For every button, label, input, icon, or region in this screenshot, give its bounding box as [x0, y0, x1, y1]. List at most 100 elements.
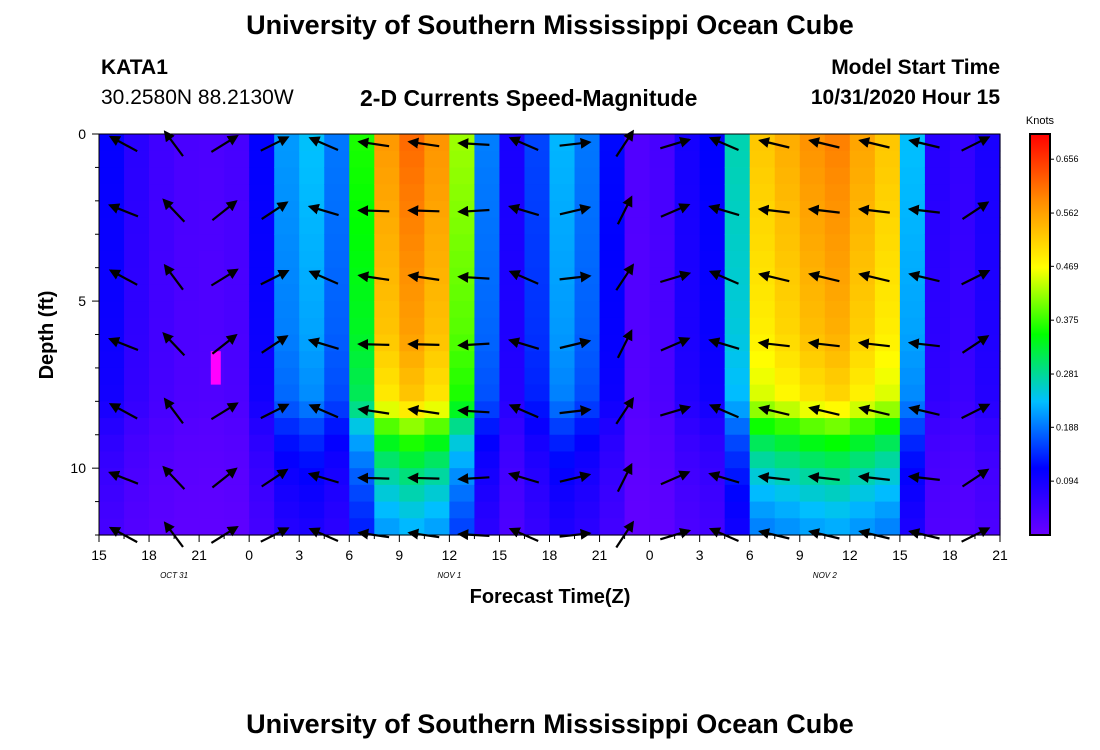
heatmap-cell [224, 284, 250, 302]
current-arrow [108, 203, 139, 218]
heatmap-cell [849, 434, 876, 453]
heatmap-cell [824, 334, 851, 352]
heatmap-cell [199, 184, 225, 202]
heatmap-cell [599, 518, 626, 536]
heatmap-cell [399, 317, 425, 336]
heatmap-cell [824, 317, 851, 336]
heatmap-cell [249, 401, 275, 419]
heatmap-cell [699, 301, 726, 319]
heatmap-cell [574, 217, 601, 235]
heatmap-cell [99, 184, 125, 202]
heatmap-cell [299, 384, 325, 402]
current-arrow [757, 338, 790, 350]
heatmap-cell [599, 351, 626, 369]
heatmap-cell [99, 284, 125, 302]
heatmap-cell [749, 284, 776, 302]
current-arrow [307, 203, 339, 217]
heatmap-cell [424, 434, 450, 453]
heatmap-cell [874, 351, 901, 369]
heatmap-cell [899, 434, 926, 453]
heatmap-cell [599, 284, 626, 302]
current-arrow [407, 205, 440, 217]
heatmap-cell [449, 351, 476, 369]
heatmap-cell [799, 317, 826, 336]
heatmap-cell [899, 418, 926, 436]
heatmap-cell [224, 367, 250, 386]
heatmap-cell [674, 384, 701, 402]
date-label: OCT 31 [160, 571, 188, 580]
current-arrow [307, 471, 339, 484]
colorbar-tick-label: 0.375 [1056, 315, 1079, 325]
heatmap-cell [799, 184, 826, 202]
heatmap-cell [824, 234, 851, 252]
heatmap-cell [424, 134, 450, 152]
current-arrow [163, 397, 184, 425]
heatmap-cell [174, 301, 200, 319]
heatmap-cell [949, 134, 976, 152]
heatmap-cell [699, 234, 726, 252]
heatmap-cell [749, 250, 776, 269]
current-arrow [807, 204, 840, 216]
heatmap-cell [474, 267, 501, 285]
colorbar-tick-label: 0.656 [1056, 154, 1079, 164]
heatmap-cell [149, 200, 175, 219]
heatmap-cell [624, 301, 651, 319]
heatmap-cell [499, 301, 526, 319]
heatmap-cell [274, 184, 300, 202]
heatmap-cell [124, 518, 150, 536]
heatmap-cell [249, 384, 275, 402]
heatmap-cell [324, 317, 350, 336]
heatmap-cell [349, 184, 375, 202]
heatmap-cell [549, 184, 576, 202]
current-arrow [708, 337, 740, 350]
current-arrow [407, 405, 440, 416]
heatmap-cell [99, 250, 125, 269]
heatmap-cell [849, 150, 876, 169]
heatmap-cell [174, 401, 200, 419]
current-arrow [708, 270, 739, 285]
heatmap-cell [524, 418, 551, 436]
heatmap-cell [649, 518, 676, 536]
heatmap-cell [874, 518, 901, 536]
heatmap-cell [949, 301, 976, 319]
current-arrow [357, 472, 390, 484]
heatmap-cell [174, 334, 200, 352]
heatmap-cell [749, 150, 776, 169]
heatmap-cell [874, 134, 901, 152]
heatmap-cell [224, 234, 250, 252]
heatmap-cell [224, 200, 250, 219]
heatmap-cell [399, 351, 425, 369]
heatmap-cell [324, 351, 350, 369]
heatmap-cell [299, 434, 325, 453]
heatmap-cell [149, 418, 175, 436]
heatmap-cell [549, 484, 576, 503]
heatmap-cell [799, 434, 826, 453]
heatmap-cell [424, 200, 450, 219]
heatmap-cell [524, 301, 551, 319]
heatmap-cell [774, 284, 801, 302]
heatmap-cell [449, 451, 476, 469]
heatmap-cell [599, 401, 626, 419]
heatmap-cell [924, 184, 951, 202]
heatmap-cell [599, 367, 626, 386]
heatmap-cell [949, 451, 976, 469]
heatmap-cell [924, 401, 951, 419]
heatmap-cell [474, 401, 501, 419]
heatmap-cell [424, 217, 450, 235]
heatmap-cell [99, 217, 125, 235]
heatmap-cell [399, 434, 425, 453]
heatmap-cell [674, 217, 701, 235]
heatmap-cell [899, 501, 926, 519]
heatmap-cell [374, 451, 400, 469]
heatmap-cell [299, 418, 325, 436]
current-arrow [708, 136, 739, 152]
heatmap-cell [174, 250, 200, 269]
heatmap-cell [249, 501, 275, 519]
heatmap-cell [199, 301, 225, 319]
current-arrow [457, 271, 490, 283]
current-arrow [357, 338, 390, 350]
current-arrow [163, 130, 184, 157]
x-tick-label: 9 [796, 547, 804, 563]
heatmap-cell [974, 217, 1001, 235]
heatmap-cell [499, 484, 526, 503]
